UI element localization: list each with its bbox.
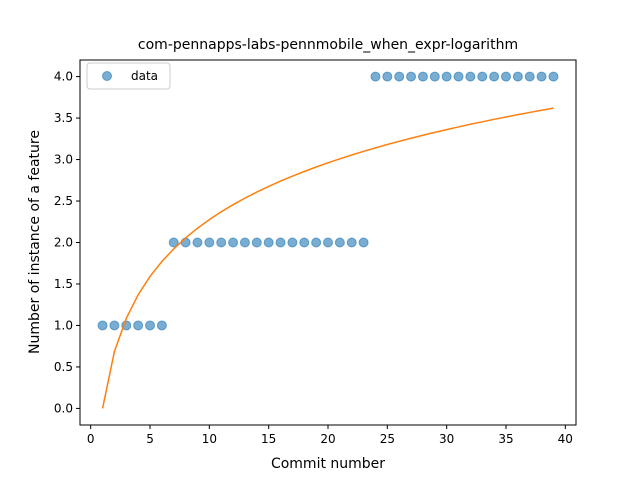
x-tick-label: 10 — [202, 432, 217, 446]
data-point — [548, 71, 559, 82]
data-point — [394, 71, 405, 82]
data-point — [441, 71, 452, 82]
data-point — [334, 237, 345, 248]
data-point — [311, 237, 322, 248]
data-point — [489, 71, 500, 82]
y-tick-label: 2.0 — [54, 236, 73, 250]
x-tick-label: 35 — [498, 432, 513, 446]
y-axis-ticks: 0.0 0.5 1.0 1.5 2.0 2.5 3.0 3.5 4.0 — [54, 70, 80, 415]
data-point — [323, 237, 333, 248]
data-point — [346, 237, 357, 248]
y-tick-label: 3.5 — [54, 111, 73, 125]
data-point — [109, 320, 120, 331]
x-tick-label: 5 — [146, 432, 154, 446]
x-tick-label: 15 — [261, 432, 276, 446]
data-point — [192, 237, 203, 248]
y-tick-label: 4.0 — [54, 70, 73, 84]
data-point — [524, 71, 535, 82]
data-point — [180, 237, 191, 248]
legend-label-data: data — [131, 69, 158, 83]
data-point — [204, 237, 215, 248]
x-axis-label: Commit number — [271, 456, 385, 472]
y-tick-label: 1.0 — [54, 318, 73, 332]
x-tick-label: 30 — [439, 432, 454, 446]
x-tick-label: 40 — [558, 432, 573, 446]
data-point — [429, 71, 440, 82]
plot-area — [79, 59, 577, 426]
y-tick-label: 1.5 — [54, 277, 73, 291]
data-point — [406, 71, 417, 82]
y-axis-label: Number of instance of a feature — [27, 130, 43, 354]
x-tick-label: 20 — [320, 432, 335, 446]
data-point — [263, 237, 274, 248]
data-point — [275, 237, 286, 248]
data-point — [453, 71, 464, 82]
legend-marker-data — [102, 71, 112, 81]
y-tick-label: 3.0 — [54, 153, 73, 167]
data-point — [299, 237, 310, 248]
y-tick-label: 0.5 — [54, 360, 73, 374]
data-point — [156, 320, 167, 331]
y-tick-label: 0.0 — [54, 401, 73, 415]
data-point — [477, 71, 488, 82]
x-tick-label: 25 — [380, 432, 395, 446]
data-point — [251, 237, 262, 248]
data-point — [287, 237, 298, 248]
data-point — [417, 71, 428, 82]
data-point — [382, 71, 393, 82]
data-point — [216, 237, 227, 248]
data-point — [358, 237, 369, 248]
data-point — [228, 237, 239, 248]
x-tick-label: 0 — [87, 432, 95, 446]
legend-box — [86, 62, 171, 90]
data-point — [536, 71, 547, 82]
legend: data — [86, 62, 171, 90]
data-point — [133, 320, 144, 331]
data-point — [465, 71, 476, 82]
data-point — [97, 320, 108, 331]
fit-line — [101, 107, 554, 409]
data-point — [500, 71, 511, 82]
y-tick-label: 2.5 — [54, 194, 73, 208]
data-point — [239, 237, 250, 248]
data-point — [145, 320, 156, 331]
data-point — [168, 237, 179, 248]
data-point — [512, 71, 523, 82]
chart-title: com-pennapps-labs-pennmobile_when_expr-l… — [138, 37, 518, 53]
x-axis-ticks: 0 5 10 15 20 25 30 35 40 — [87, 425, 573, 446]
data-point — [370, 71, 381, 82]
